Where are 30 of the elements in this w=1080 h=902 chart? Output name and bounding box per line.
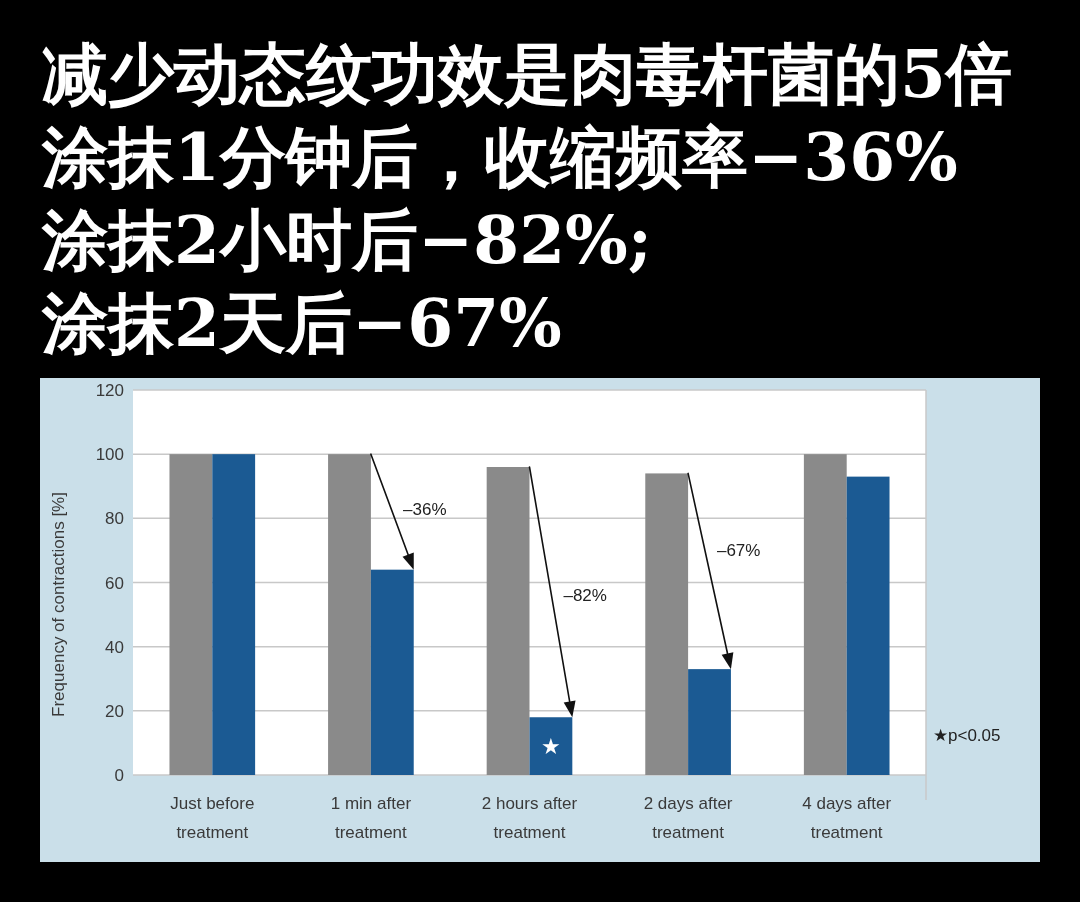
x-tick-label: 4 days after treatment	[802, 794, 892, 842]
annotation: ★	[541, 734, 561, 760]
bar	[370, 569, 414, 775]
annotation: –67%	[716, 541, 761, 561]
bar	[529, 717, 573, 775]
y-tick-label: 20	[105, 701, 124, 721]
y-tick-label: 40	[105, 637, 124, 657]
bar	[846, 476, 890, 775]
y-tick-label: 60	[105, 573, 124, 593]
bar	[803, 454, 847, 775]
bar	[212, 454, 256, 775]
bar	[645, 473, 689, 775]
annotation: –82%	[563, 586, 607, 606]
bar	[169, 454, 213, 775]
annotation: –36%	[403, 499, 447, 519]
bar	[328, 454, 371, 775]
chart-subtitle: 涂抹1分钟后，收缩频率−36% 涂抹2小时后−82%; 涂抹2天后−67%	[41, 118, 958, 362]
y-axis-title: Frequency of contractions [%]	[49, 492, 68, 717]
x-tick-label: Just before treatment	[170, 794, 255, 842]
x-tick-label: 2 days after treatment	[643, 794, 733, 842]
y-tick-label: 120	[95, 381, 124, 400]
y-tick-label: 0	[114, 766, 124, 785]
y-tick-label: 80	[105, 509, 124, 529]
text: ★p<0.05	[933, 726, 1001, 745]
x-tick-label: 1 min after treatment	[330, 794, 412, 842]
bar	[688, 669, 731, 775]
x-tick-label: 2 hours after treatment	[481, 794, 578, 842]
y-tick-label: 100	[95, 445, 124, 465]
chart-title: 减少动态纹功效是肉毒杆菌的5倍	[42, 35, 1012, 113]
bar	[486, 467, 530, 775]
